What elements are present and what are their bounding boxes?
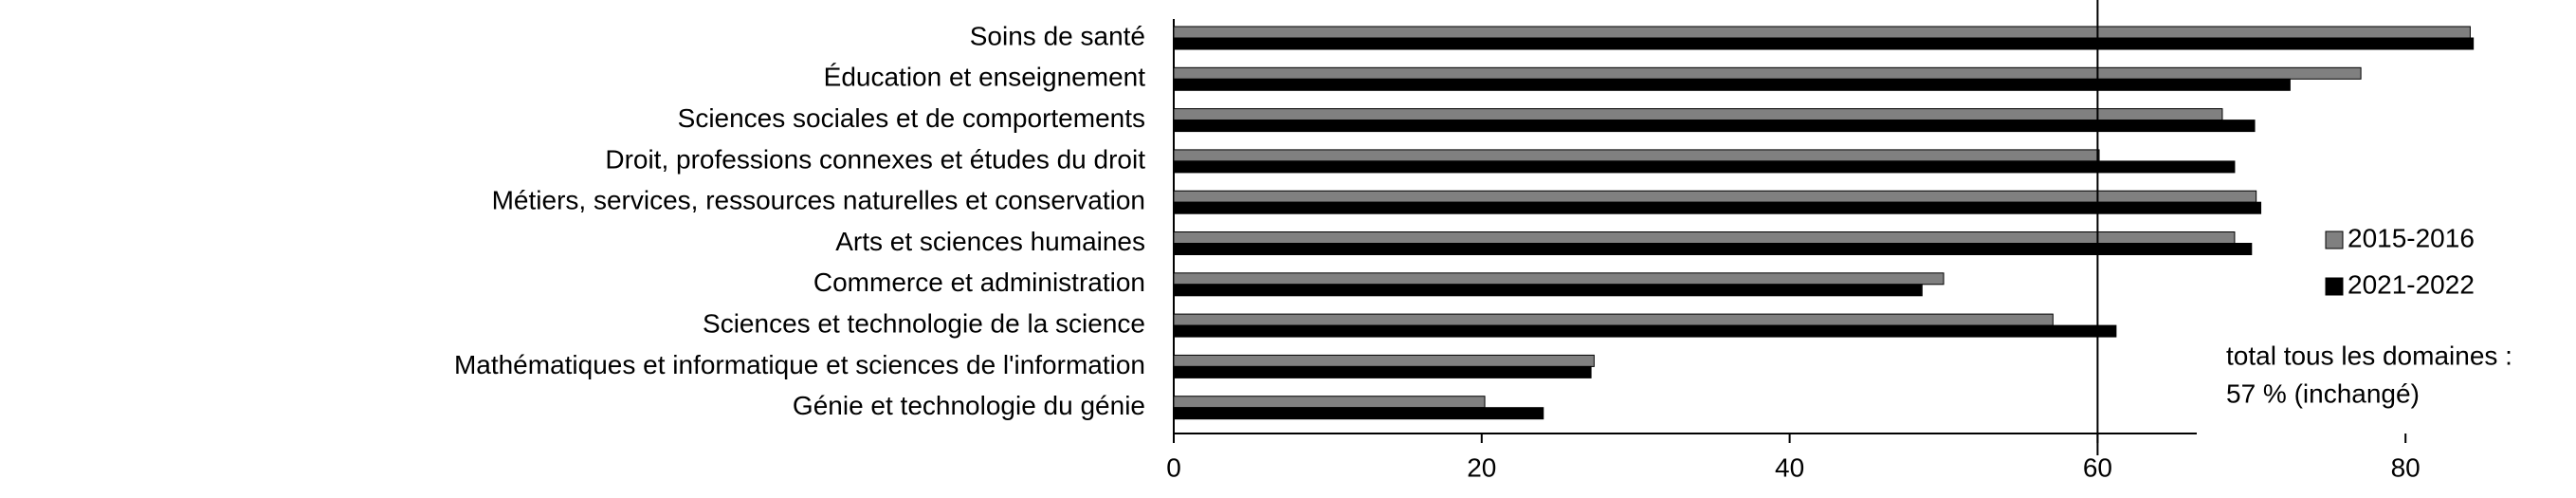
bar — [1173, 407, 1544, 420]
bar — [1173, 284, 1923, 297]
annotation: total tous les domaines : — [2226, 341, 2512, 370]
legend-label: 2021-2022 — [2348, 269, 2475, 299]
bar — [1173, 160, 2236, 174]
legend-swatch — [2325, 231, 2344, 249]
x-tick-label: 0 — [1166, 452, 1181, 482]
bar — [1173, 313, 2054, 326]
bar — [1173, 78, 2291, 91]
x-tick-label: 20 — [1467, 452, 1496, 482]
bar — [1173, 365, 1592, 378]
bar — [1173, 324, 2117, 338]
x-tick-label: 40 — [1775, 452, 1804, 482]
bar — [1173, 108, 2223, 121]
y-tick-label: Soins de santé — [970, 21, 1145, 50]
y-tick-label: Sciences sociales et de comportements — [678, 103, 1145, 133]
bar — [1173, 66, 2362, 80]
annotation: 57 % (inchangé) — [2226, 378, 2420, 408]
y-tick-label: Génie et technologie du génie — [793, 391, 1145, 420]
bar — [1173, 149, 2100, 162]
bar — [1173, 26, 2471, 39]
legend-swatch — [2325, 277, 2344, 296]
y-tick-label: Arts et sciences humaines — [835, 227, 1145, 256]
bar — [1173, 272, 1945, 286]
bar — [1173, 201, 2262, 214]
bar — [1173, 37, 2475, 50]
y-tick-label: Droit, professions connexes et études du… — [605, 144, 1145, 174]
bar — [1173, 120, 2256, 133]
bar — [1173, 396, 1486, 409]
y-tick-label: Métiers, services, ressources naturelles… — [492, 186, 1145, 215]
bar — [1173, 190, 2257, 203]
bar — [1173, 243, 2253, 255]
bar — [1173, 231, 2236, 244]
bar — [1173, 354, 1595, 367]
x-tick-label: 80 — [2391, 452, 2421, 482]
y-tick-label: Commerce et administration — [813, 267, 1145, 297]
y-tick-label: Sciences et technologie de la science — [703, 308, 1145, 338]
x-tick-label: 60 — [2083, 452, 2112, 482]
y-tick-label: Mathématiques et informatique et science… — [454, 350, 1145, 379]
y-tick-label: Éducation et enseignement — [824, 63, 1146, 92]
legend-label: 2015-2016 — [2348, 223, 2475, 252]
